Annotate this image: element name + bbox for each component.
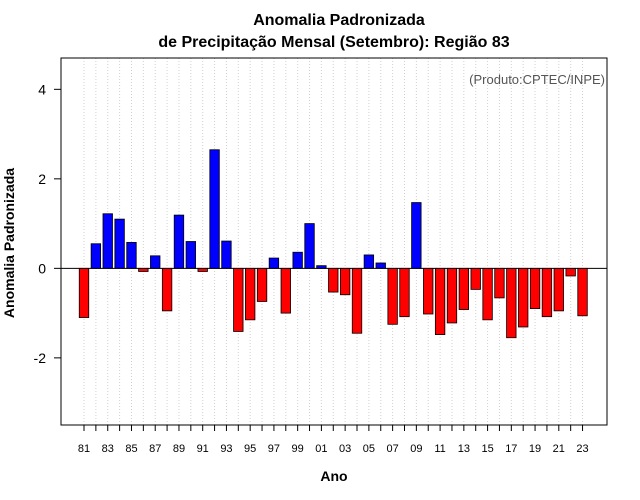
bar-13 [458, 267, 469, 310]
x-tick-label: 99 [292, 443, 304, 455]
bar-96 [256, 267, 268, 302]
bar-82 [90, 243, 102, 269]
x-tick-label: 87 [149, 443, 161, 455]
bar-94 [233, 267, 244, 332]
x-tick-label: 93 [220, 443, 232, 455]
bar-81 [78, 267, 90, 318]
bar-93 [221, 240, 232, 269]
source-annotation: (Produto:CPTEC/INPE) [469, 72, 605, 87]
x-tick-label: 81 [78, 443, 90, 455]
bar-07 [387, 267, 398, 325]
x-tick-label: 91 [197, 443, 209, 455]
bar-92 [209, 149, 220, 269]
bar-87 [150, 255, 161, 269]
x-tick-label: 21 [553, 443, 565, 455]
x-tick-label: 97 [268, 443, 280, 455]
x-tick-label: 01 [315, 443, 327, 455]
y-tick-label: 0 [38, 260, 46, 276]
bar-83 [102, 213, 113, 269]
y-tick-label: 4 [38, 81, 46, 97]
bar-10 [423, 267, 434, 315]
grid-lines [83, 58, 584, 425]
x-tick-label: 13 [458, 443, 470, 455]
x-tick-label: 15 [481, 443, 493, 455]
bar-12 [446, 267, 458, 324]
x-tick-label: 19 [529, 443, 541, 455]
bar-16 [494, 267, 505, 299]
x-tick-label: 05 [363, 443, 375, 455]
x-tick-label: 85 [125, 443, 137, 455]
bar-23 [577, 267, 588, 317]
y-tick-label: -2 [34, 350, 47, 366]
x-tick-label: 09 [410, 443, 422, 455]
bar-08 [399, 267, 410, 318]
x-tick-label: 83 [102, 443, 114, 455]
bar-05 [363, 254, 375, 269]
bar-09 [411, 202, 422, 269]
bar-04 [351, 267, 363, 334]
bar-98 [280, 267, 291, 314]
bar-00 [304, 223, 315, 269]
bar-11 [434, 267, 446, 335]
y-axis-title: Anomalia Padronizada [1, 168, 17, 318]
bar-95 [245, 267, 256, 321]
chart-title: Anomalia Padronizada [253, 12, 425, 29]
bar-22 [565, 267, 576, 277]
plot-frame [60, 57, 608, 426]
x-tick-label: 95 [244, 443, 256, 455]
x-tick-label: 03 [339, 443, 351, 455]
x-axis: 81 83 85 87 89 91 93 95 97 99 01 03 05 07 09 11 13 15 17 19… [78, 425, 589, 455]
bar-18 [518, 267, 529, 328]
bar-88 [161, 267, 173, 312]
x-axis-title: Ano [320, 468, 347, 484]
bar-15 [482, 267, 493, 321]
x-tick-label: 07 [386, 443, 398, 455]
bar-14 [470, 267, 481, 290]
x-tick-label: 17 [505, 443, 517, 455]
bar-21 [553, 267, 564, 312]
x-tick-label: 11 [434, 443, 445, 455]
bar-90 [185, 241, 196, 269]
bar-99 [292, 251, 303, 269]
bar-02 [328, 267, 339, 293]
bars [78, 149, 588, 339]
bar-03 [339, 267, 351, 296]
bar-85 [126, 241, 137, 269]
bar-84 [114, 218, 125, 269]
bar-97 [268, 257, 280, 269]
y-axis: -2 0 2 4 [34, 81, 61, 366]
bar-89 [173, 214, 185, 269]
bar-06 [375, 262, 386, 269]
bar-20 [541, 267, 553, 318]
bar-19 [529, 267, 541, 310]
x-tick-label: 89 [173, 443, 185, 455]
x-tick-label: 23 [576, 443, 588, 455]
bar-17 [506, 267, 517, 339]
chart-subtitle: de Precipitação Mensal (Setembro): Regiã… [158, 34, 509, 51]
y-tick-label: 2 [38, 171, 46, 187]
